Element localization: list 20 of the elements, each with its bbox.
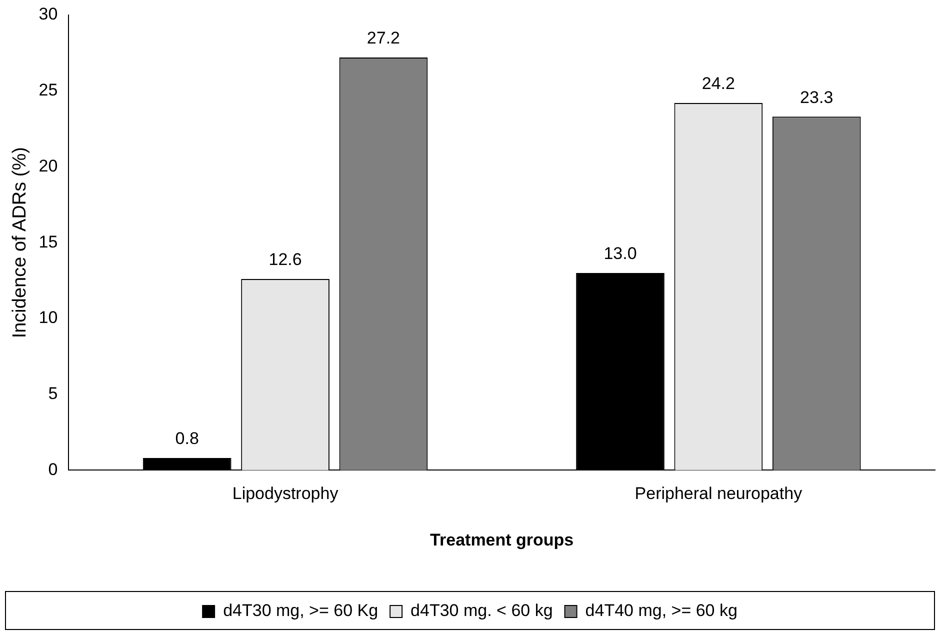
data-label: 13.0 bbox=[604, 244, 637, 264]
legend-label: d4T30 mg. < 60 kg bbox=[410, 601, 553, 620]
y-tick-label: 25 bbox=[38, 80, 58, 100]
y-tick-label: 0 bbox=[48, 460, 58, 479]
legend-label: d4T40 mg, >= 60 kg bbox=[585, 601, 738, 620]
x-tick-label: Lipodystrophy bbox=[232, 484, 339, 504]
y-tick-label: 10 bbox=[38, 308, 58, 328]
data-label: 0.8 bbox=[175, 429, 199, 448]
y-tick-label: 15 bbox=[38, 232, 58, 252]
x-tick-label: Peripheral neuropathy bbox=[634, 484, 803, 504]
x-axis-title: Treatment groups bbox=[430, 530, 574, 550]
data-label: 12.6 bbox=[268, 250, 302, 270]
y-tick-label: 20 bbox=[38, 156, 58, 176]
data-label: 24.2 bbox=[702, 74, 735, 94]
legend-label: d4T30 mg, >= 60 Kg bbox=[223, 601, 378, 620]
data-label: 23.3 bbox=[800, 88, 834, 107]
y-axis-title: Incidence of ADRs (%) bbox=[10, 147, 31, 338]
y-tick-label: 30 bbox=[38, 4, 58, 24]
y-tick-label: 5 bbox=[48, 384, 58, 404]
data-label: 27.2 bbox=[366, 28, 400, 48]
